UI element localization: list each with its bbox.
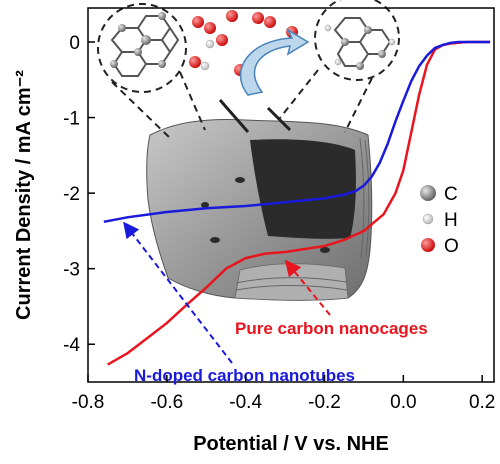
x-tick-label: 0.2 (469, 392, 495, 413)
x-tick-label: -0.4 (229, 392, 262, 413)
red-annotation-arrow (284, 259, 331, 316)
x-tick-label: 0.0 (390, 392, 416, 413)
y-tick-label: 0 (69, 33, 80, 54)
x-tick-label: -0.6 (150, 392, 183, 413)
y-tick-label: -1 (63, 109, 80, 130)
legend-marker-oxygen (421, 238, 435, 252)
nanocage-illustration (146, 99, 373, 301)
y-axis: 0 -1 -2 -3 -4 (63, 33, 95, 356)
y-tick-label: -2 (63, 184, 80, 205)
blue-series-annotation: N-doped carbon nanotubes (134, 366, 355, 385)
y-tick-label: -4 (63, 335, 80, 356)
y-axis-title: Current Density / mA cm⁻² (13, 70, 35, 320)
zoom-circle-left (97, 3, 187, 93)
plot-frame (87, 7, 495, 383)
zoom-circle-right (314, 0, 400, 81)
blue-annotation-arrow (123, 221, 233, 364)
legend-label-oxygen: O (444, 236, 459, 257)
y-tick-label: -3 (63, 260, 80, 281)
x-tick-label: -0.2 (308, 392, 341, 413)
x-tick-label: -0.8 (72, 392, 105, 413)
red-series-annotation: Pure carbon nanocages (235, 319, 428, 338)
legend-label-hydrogen: H (444, 210, 458, 231)
series-line-n-doped-carbon-nanotubes (103, 40, 491, 224)
legend-marker-hydrogen (422, 213, 434, 225)
x-axis-title: Potential / V vs. NHE (193, 433, 389, 455)
atom-legend: C H O (420, 184, 459, 257)
legend-marker-carbon (420, 185, 436, 201)
x-axis: -0.8 -0.6 -0.4 -0.2 0.0 0.2 (72, 375, 495, 413)
legend-label-carbon: C (444, 184, 458, 205)
reaction-arrow-icon (239, 28, 310, 96)
